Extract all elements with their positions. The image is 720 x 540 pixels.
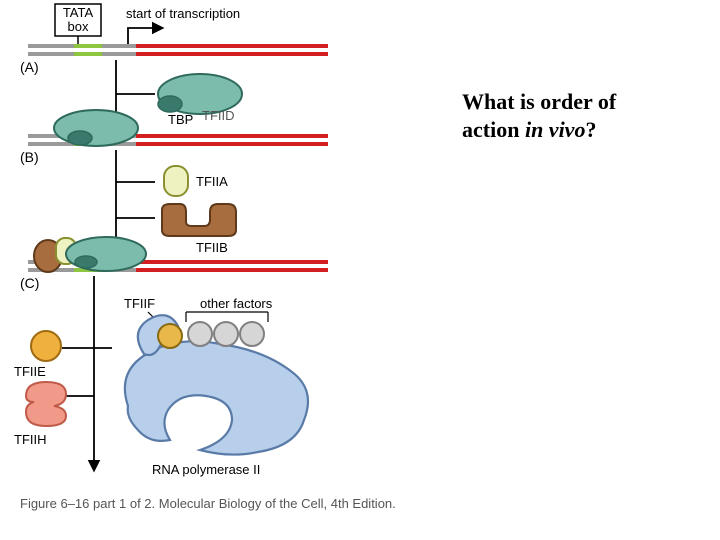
start-label: start of transcription bbox=[126, 6, 240, 21]
dna-row-1 bbox=[28, 44, 328, 56]
tata-label-2: box bbox=[68, 19, 89, 34]
tfiid-bound bbox=[54, 110, 138, 146]
tfiif-label: TFIIF bbox=[124, 296, 155, 311]
tata-label-1: TATA bbox=[63, 5, 94, 20]
tfiia-label: TFIIA bbox=[196, 174, 228, 189]
tfiib-protein bbox=[162, 204, 236, 236]
transcription-initiation-diagram: TATA box start of transcription (A) TBP … bbox=[0, 0, 380, 500]
start-arrow bbox=[128, 28, 162, 44]
panel-c-label: (C) bbox=[20, 275, 39, 291]
rna-pol-ii bbox=[125, 315, 308, 454]
tfiih-protein bbox=[26, 382, 66, 426]
panel-b-label: (B) bbox=[20, 149, 39, 165]
rnapol-label: RNA polymerase II bbox=[152, 462, 260, 477]
figure-caption: Figure 6–16 part 1 of 2. Molecular Biolo… bbox=[20, 496, 396, 511]
other-factors-label: other factors bbox=[200, 296, 273, 311]
tfiib-label: TFIIB bbox=[196, 240, 228, 255]
tfiie-protein bbox=[31, 331, 61, 361]
tbp-label: TBP bbox=[168, 112, 193, 127]
tfiih-label: TFIIH bbox=[14, 432, 47, 447]
tfiid-label: TFIID bbox=[202, 108, 235, 123]
tfiie-label: TFIIE bbox=[14, 364, 46, 379]
panel-a-label: (A) bbox=[20, 59, 39, 75]
tfiia-protein bbox=[164, 166, 188, 196]
question-text: What is order of action in vivo? bbox=[462, 88, 692, 143]
